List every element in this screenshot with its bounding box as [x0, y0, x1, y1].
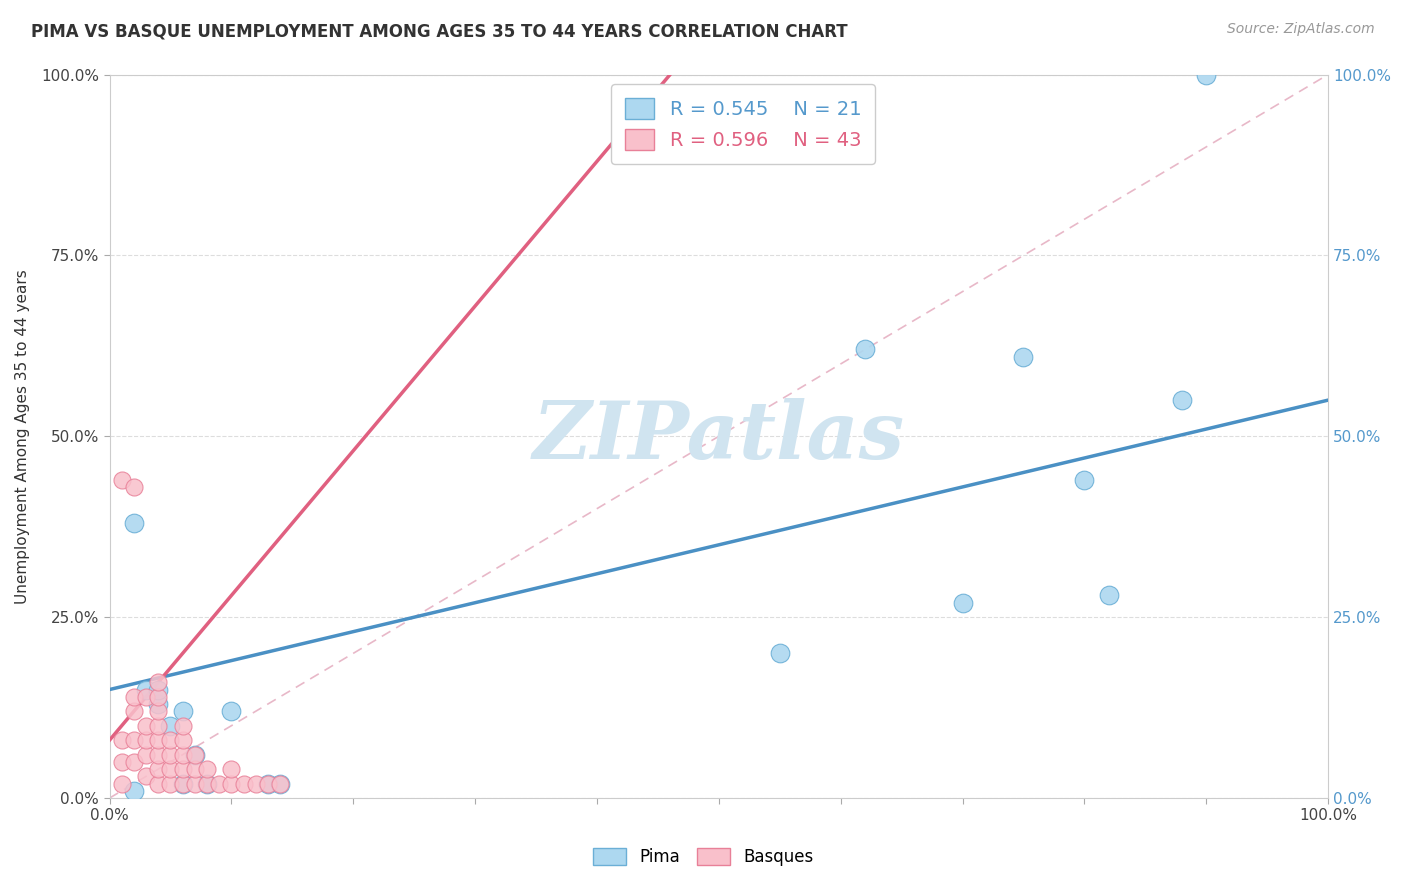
- Point: [148, 747, 170, 762]
- Point: [232, 776, 254, 790]
- Text: ZIPatlas: ZIPatlas: [533, 398, 905, 475]
- Point: [1098, 589, 1121, 603]
- Point: [195, 776, 218, 790]
- Point: [952, 596, 974, 610]
- Point: [159, 747, 181, 762]
- Point: [135, 747, 157, 762]
- Point: [159, 762, 181, 776]
- Point: [172, 733, 194, 747]
- Point: [172, 776, 194, 790]
- Point: [148, 675, 170, 690]
- Point: [148, 719, 170, 733]
- Point: [122, 755, 145, 769]
- Point: [148, 690, 170, 704]
- Point: [195, 776, 218, 790]
- Point: [1073, 473, 1095, 487]
- Point: [111, 755, 134, 769]
- Point: [122, 690, 145, 704]
- Point: [159, 719, 181, 733]
- Point: [1171, 393, 1194, 408]
- Point: [172, 704, 194, 718]
- Point: [122, 784, 145, 798]
- Point: [159, 733, 181, 747]
- Legend: Pima, Basques: Pima, Basques: [583, 840, 823, 875]
- Point: [184, 747, 207, 762]
- Point: [172, 776, 194, 790]
- Point: [111, 733, 134, 747]
- Point: [184, 747, 207, 762]
- Point: [269, 776, 291, 790]
- Point: [195, 762, 218, 776]
- Point: [122, 704, 145, 718]
- Legend: R = 0.545    N = 21, R = 0.596    N = 43: R = 0.545 N = 21, R = 0.596 N = 43: [612, 84, 875, 163]
- Point: [172, 719, 194, 733]
- Point: [135, 733, 157, 747]
- Point: [122, 480, 145, 494]
- Point: [148, 697, 170, 711]
- Point: [148, 776, 170, 790]
- Point: [135, 719, 157, 733]
- Y-axis label: Unemployment Among Ages 35 to 44 years: Unemployment Among Ages 35 to 44 years: [15, 268, 30, 604]
- Point: [135, 690, 157, 704]
- Point: [208, 776, 231, 790]
- Point: [111, 473, 134, 487]
- Point: [122, 516, 145, 530]
- Point: [122, 733, 145, 747]
- Point: [184, 776, 207, 790]
- Point: [172, 762, 194, 776]
- Point: [172, 747, 194, 762]
- Point: [148, 733, 170, 747]
- Point: [148, 704, 170, 718]
- Point: [148, 682, 170, 697]
- Point: [257, 776, 280, 790]
- Point: [159, 776, 181, 790]
- Point: [853, 343, 876, 357]
- Point: [245, 776, 267, 790]
- Text: PIMA VS BASQUE UNEMPLOYMENT AMONG AGES 35 TO 44 YEARS CORRELATION CHART: PIMA VS BASQUE UNEMPLOYMENT AMONG AGES 3…: [31, 22, 848, 40]
- Text: Source: ZipAtlas.com: Source: ZipAtlas.com: [1227, 22, 1375, 37]
- Point: [148, 762, 170, 776]
- Point: [769, 646, 792, 660]
- Point: [111, 776, 134, 790]
- Point: [221, 776, 243, 790]
- Point: [184, 762, 207, 776]
- Point: [221, 704, 243, 718]
- Point: [269, 776, 291, 790]
- Point: [257, 776, 280, 790]
- Point: [135, 682, 157, 697]
- Point: [1195, 68, 1218, 82]
- Point: [135, 769, 157, 783]
- Point: [221, 762, 243, 776]
- Point: [1012, 350, 1035, 364]
